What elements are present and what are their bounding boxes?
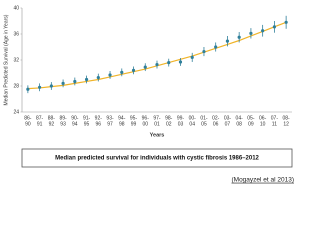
point xyxy=(272,25,276,29)
point xyxy=(120,70,124,74)
point xyxy=(26,87,30,91)
y-axis-label: Median Predicted Survival (Age in Years) xyxy=(3,14,9,105)
x-tick-label: 12 xyxy=(283,121,289,127)
point xyxy=(38,85,42,89)
x-tick-label: 92- xyxy=(95,115,103,121)
point xyxy=(131,68,136,72)
x-tick-label: 02 xyxy=(166,121,172,127)
x-tick-label: 86- xyxy=(24,115,32,121)
x-tick-label: 06- xyxy=(259,115,267,121)
x-tick-label: 94 xyxy=(72,121,78,127)
x-tick-label: 87- xyxy=(36,115,44,121)
x-tick-label: 97- xyxy=(153,115,161,121)
x-tick-label: 91- xyxy=(83,115,91,121)
x-tick-label: 95 xyxy=(84,121,90,127)
point xyxy=(61,81,65,85)
caption-box xyxy=(21,148,293,168)
caption: Median predicted survival for individual… xyxy=(55,156,259,162)
x-tick-label: 00- xyxy=(189,115,197,121)
point xyxy=(202,49,206,54)
x-tick-label: 01 xyxy=(154,121,160,127)
x-tick-label: 94- xyxy=(118,115,126,121)
x-tick-label: 96- xyxy=(142,115,150,121)
point xyxy=(167,61,171,65)
point xyxy=(225,39,230,43)
point xyxy=(49,84,53,88)
x-tick-label: 07- xyxy=(271,115,279,121)
trend-line xyxy=(27,21,287,90)
x-tick-label: 93- xyxy=(106,115,114,121)
x-axis-label: Years xyxy=(150,132,165,138)
x-tick-label: 08 xyxy=(236,121,242,127)
point xyxy=(155,62,159,67)
y-tick-label: 36 xyxy=(13,31,19,37)
x-tick-label: 89- xyxy=(59,115,67,121)
x-tick-label: 09 xyxy=(248,121,254,127)
y-tick-label: 32 xyxy=(13,57,19,63)
x-tick-label: 00 xyxy=(142,121,148,127)
point xyxy=(73,79,77,84)
point xyxy=(284,20,288,24)
x-tick-label: 04 xyxy=(189,121,195,127)
x-tick-label: 10 xyxy=(260,121,266,127)
point xyxy=(143,65,147,69)
x-tick-label: 97 xyxy=(107,121,113,127)
x-tick-label: 92 xyxy=(49,121,55,127)
point xyxy=(214,45,218,49)
x-tick-label: 90- xyxy=(71,115,79,121)
source: (Mogayzel et al 2013) xyxy=(231,177,294,184)
x-tick-label: 95- xyxy=(130,115,138,121)
x-tick-label: 90 xyxy=(25,121,31,127)
point xyxy=(249,31,253,35)
y-tick-label: 28 xyxy=(13,83,19,89)
x-tick-label: 88- xyxy=(48,115,56,121)
chart: Median Predicted Survival (Age in Years)… xyxy=(3,5,294,184)
x-tick-label: 03- xyxy=(224,115,232,121)
y-tick-label: 24 xyxy=(13,109,19,115)
x-tick-label: 93 xyxy=(60,121,66,127)
point xyxy=(190,55,194,60)
x-tick-label: 98- xyxy=(165,115,173,121)
x-tick-label: 11 xyxy=(272,121,277,127)
point xyxy=(237,35,241,39)
point xyxy=(261,29,265,33)
x-tick-label: 04- xyxy=(236,115,244,121)
x-tick-label: 08- xyxy=(283,115,291,121)
y-tick-label: 40 xyxy=(13,5,19,11)
x-tick-label: 03 xyxy=(178,121,184,127)
point xyxy=(84,77,89,82)
x-tick-label: 05 xyxy=(201,121,207,127)
x-tick-label: 05- xyxy=(247,115,255,121)
x-tick-label: 02- xyxy=(212,115,220,121)
x-tick-label: 98 xyxy=(119,121,125,127)
point xyxy=(108,73,112,77)
x-tick-label: 01- xyxy=(200,115,208,121)
x-tick-label: 96 xyxy=(96,121,102,127)
point xyxy=(96,75,100,80)
point xyxy=(178,60,183,64)
x-tick-label: 91 xyxy=(37,121,43,127)
x-tick-label: 99 xyxy=(131,121,137,127)
x-tick-label: 99- xyxy=(177,115,185,121)
x-tick-label: 07 xyxy=(225,121,231,127)
x-tick-label: 06 xyxy=(213,121,219,127)
